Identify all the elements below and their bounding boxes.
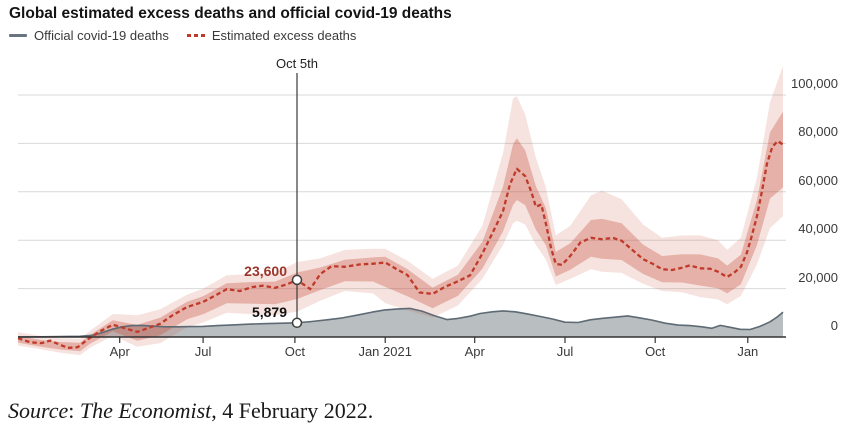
source-label: Source	[8, 398, 69, 423]
legend-item-official: Official covid-19 deaths	[9, 28, 169, 43]
y-tick-label: 100,000	[791, 76, 838, 91]
annotation-official-value: 5,879	[251, 303, 287, 320]
chart-legend: Official covid-19 deaths Estimated exces…	[9, 28, 356, 43]
official-line	[17, 307, 784, 338]
annotation-date-label: Oct 5th	[276, 56, 318, 71]
x-tick-label: Apr	[109, 344, 130, 359]
annotation-estimated-value: 23,600	[244, 262, 287, 279]
source-separator: :	[68, 398, 80, 423]
y-tick-label: 40,000	[798, 221, 838, 237]
solid-line-icon	[9, 34, 27, 37]
x-tick-label: Jul	[194, 344, 212, 359]
y-tick-label: 0	[830, 318, 838, 333]
x-tick-label: Jan	[737, 344, 759, 359]
source-date: , 4 February 2022.	[211, 398, 374, 423]
chart-title: Global estimated excess deaths and offic…	[9, 5, 452, 22]
x-tick-label: Oct	[645, 344, 666, 359]
estimated-dashed-line	[17, 139, 784, 350]
official-area	[18, 308, 783, 337]
legend-label: Estimated excess deaths	[211, 28, 357, 43]
confidence-band-outer	[18, 66, 783, 356]
y-tick-label: 60,000	[798, 172, 838, 188]
y-tick-label: 80,000	[798, 124, 838, 140]
x-tick-label: Apr	[464, 344, 485, 359]
annotation-marker	[291, 317, 303, 329]
legend-item-estimated: Estimated excess deaths	[186, 28, 357, 43]
annotation-marker	[291, 274, 303, 286]
x-tick-label: Jul	[556, 344, 574, 359]
source-publication: The Economist	[79, 398, 212, 423]
source-line: Source: The Economist, 4 February 2022.	[8, 398, 373, 424]
dashed-line-icon	[186, 34, 205, 37]
legend-label: Official covid-19 deaths	[34, 28, 169, 43]
x-tick-label: Jan 2021	[358, 344, 412, 359]
x-tick-label: Oct	[284, 344, 306, 359]
y-tick-label: 20,000	[798, 269, 838, 285]
